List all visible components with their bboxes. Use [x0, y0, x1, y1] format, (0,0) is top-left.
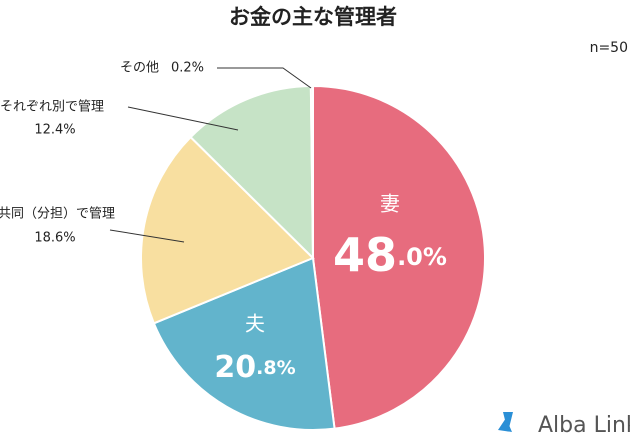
pie-slice	[312, 84, 487, 430]
pie-slice	[140, 135, 315, 325]
pie-slice	[152, 256, 336, 431]
slice-value-label: 12.4%	[34, 123, 75, 138]
pie-slice	[189, 85, 315, 261]
slice-value-label: 48.0%	[333, 228, 447, 282]
sample-size: n=50	[590, 40, 628, 56]
leader-line	[127, 106, 239, 131]
pie-slice	[309, 84, 314, 259]
chart-title: お金の主な管理者	[229, 5, 397, 29]
slice-category: その他	[120, 61, 159, 76]
slice-category: 夫	[245, 312, 265, 336]
slice-value-label: 20.8%	[214, 350, 295, 385]
slice-category: それぞれ別で管理	[0, 100, 104, 115]
watermark: Alba Link	[538, 413, 630, 434]
slice-value-label: 18.6%	[34, 231, 75, 246]
slice-value-label: 0.2%	[171, 61, 204, 76]
slice-category: 共同（分担）で管理	[0, 207, 115, 222]
slice-category: 妻	[380, 192, 400, 216]
logo-icon	[498, 412, 513, 432]
leader-line	[109, 229, 185, 243]
leader-line	[217, 67, 312, 89]
